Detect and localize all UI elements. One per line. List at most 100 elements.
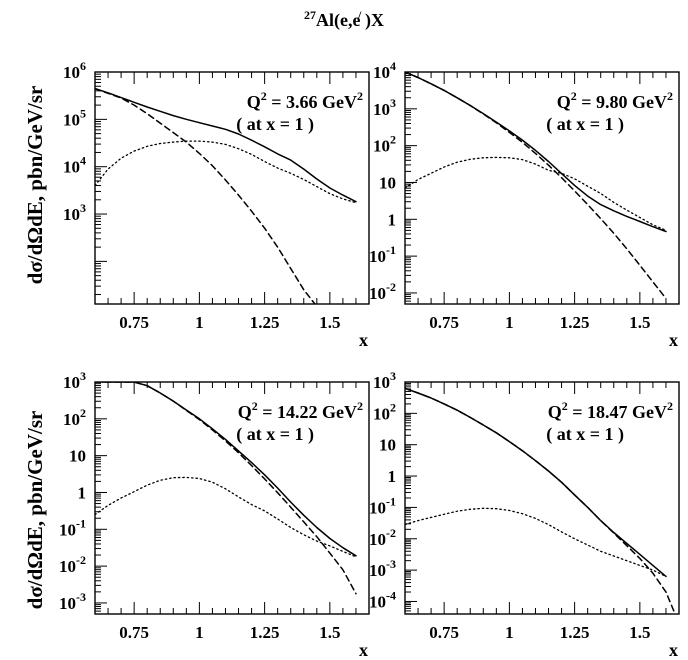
y-tick-base: 10 <box>63 110 80 129</box>
y-tick-exponent: 3 <box>390 96 396 110</box>
y-tick-label: 103 <box>63 369 86 392</box>
y-tick-base: 1 <box>78 483 87 502</box>
y-tick-base: 10 <box>369 247 386 266</box>
y-axis-label-bottom: dσ/dΩdE, pbn/GeV/sr <box>23 411 47 610</box>
y-tick-label: 10-2 <box>59 553 86 576</box>
y-tick-exponent: -1 <box>76 516 86 530</box>
x-axis-label: x <box>669 640 678 660</box>
y-tick-base: 10 <box>373 137 390 156</box>
y-tick-label: 103 <box>373 96 396 119</box>
y-tick-exponent: 3 <box>80 369 86 383</box>
x-tick-label: 0.75 <box>429 313 459 332</box>
x-tick-label: 1.25 <box>560 623 590 642</box>
y-tick-label: 10 <box>379 436 396 455</box>
x-tick-label: 1.5 <box>629 313 650 332</box>
q2-note: ( at x = 1 ) <box>236 114 314 135</box>
q2-text: Q <box>247 92 261 112</box>
q2-exponent: 2 <box>252 399 258 413</box>
curves <box>405 72 667 300</box>
x-axis-label: x <box>359 640 368 660</box>
curves <box>95 87 357 304</box>
q2-annotation: Q2 = 9.80 GeV2 <box>557 89 673 112</box>
y-tick-base: 10 <box>59 557 76 576</box>
q2-text: Q <box>557 92 571 112</box>
y-tick-exponent: 2 <box>390 133 396 147</box>
y-tick-label: 10-3 <box>369 557 396 580</box>
q2-exponent: 2 <box>261 89 267 103</box>
y-tick-label: 10 <box>69 447 86 466</box>
x-tick-label: 0.75 <box>119 313 149 332</box>
q2-exponent: 2 <box>667 89 673 103</box>
y-tick-base: 10 <box>63 158 80 177</box>
y-tick-label: 104 <box>373 59 396 82</box>
y-tick-label: 103 <box>63 201 86 224</box>
y-tick-base: 10 <box>373 404 390 423</box>
q2-exponent: 2 <box>357 399 363 413</box>
curve-dotted <box>405 507 667 578</box>
x-tick-label: 1.5 <box>319 313 340 332</box>
y-tick-base: 10 <box>63 373 80 392</box>
y-tick-exponent: -2 <box>76 553 86 567</box>
x-tick-label: 1.25 <box>560 313 590 332</box>
y-tick-exponent: -4 <box>386 588 396 602</box>
curve-solid <box>95 87 357 203</box>
y-tick-exponent: -3 <box>386 557 396 571</box>
curve-dashed <box>405 387 675 612</box>
y-tick-base: 10 <box>373 63 390 82</box>
y-tick-base: 10 <box>369 284 386 303</box>
y-tick-label: 102 <box>373 133 396 156</box>
curve-dashed <box>95 382 357 595</box>
y-tick-label: 10-4 <box>369 588 396 611</box>
y-tick-label: 106 <box>63 59 86 82</box>
y-tick-base: 10 <box>59 594 76 613</box>
y-tick-label: 105 <box>63 106 86 129</box>
curve-solid <box>405 72 667 233</box>
q2-note: ( at x = 1 ) <box>546 424 624 445</box>
y-tick-exponent: -2 <box>386 280 396 294</box>
plot-frame <box>94 71 370 305</box>
y-tick-exponent: 2 <box>390 400 396 414</box>
y-tick-base: 1 <box>388 467 397 486</box>
curve-dashed <box>405 72 667 300</box>
y-tick-exponent: -2 <box>386 526 396 540</box>
q2-exponent: 2 <box>357 89 363 103</box>
y-tick-exponent: -1 <box>386 243 396 257</box>
x-tick-label: 1 <box>505 313 514 332</box>
q2-annotation: Q2 = 18.47 GeV2 <box>548 399 673 422</box>
q2-text: = 3.66 GeV <box>267 92 357 112</box>
y-tick-exponent: 3 <box>80 201 86 215</box>
y-tick-base: 10 <box>369 498 386 517</box>
title-prime: / <box>357 8 362 22</box>
y-tick-base: 1 <box>388 210 397 229</box>
y-tick-label: 102 <box>373 400 396 423</box>
x-tick-label: 1 <box>505 623 514 642</box>
y-tick-label: 10-1 <box>369 494 396 517</box>
x-tick-label: 0.75 <box>119 623 149 642</box>
y-tick-exponent: -3 <box>76 590 86 604</box>
x-axis-label: x <box>669 330 678 350</box>
x-tick-label: 1.25 <box>250 623 280 642</box>
q2-text: = 14.22 GeV <box>258 402 357 422</box>
y-tick-exponent: 4 <box>80 154 86 168</box>
y-tick-label: 10-3 <box>59 590 86 613</box>
x-tick-label: 1 <box>195 313 204 332</box>
y-tick-base: 10 <box>59 520 76 539</box>
curve-dotted <box>95 140 357 204</box>
y-tick-base: 10 <box>63 205 80 224</box>
curve-dotted <box>405 156 667 231</box>
panel-4: 0.75 1 1.25 1.5x10310210110-110-210-310-4Q2… <box>369 369 680 660</box>
y-tick-label: 10-1 <box>59 516 86 539</box>
curve-dashed <box>95 87 316 304</box>
x-tick-label: 0.75 <box>429 623 459 642</box>
y-tick-base: 10 <box>63 410 80 429</box>
x-axis-label: x <box>359 330 368 350</box>
q2-text: = 9.80 GeV <box>577 92 667 112</box>
y-tick-label: 103 <box>373 369 396 392</box>
figure-title: 27Al(e,e )X/ <box>304 8 384 31</box>
y-axis-label-top: dσ/dΩdE, pbn/GeV/sr <box>23 86 47 285</box>
x-tick-label: 1.5 <box>629 623 650 642</box>
y-tick-label: 10 <box>379 173 396 192</box>
y-tick-base: 10 <box>369 530 386 549</box>
